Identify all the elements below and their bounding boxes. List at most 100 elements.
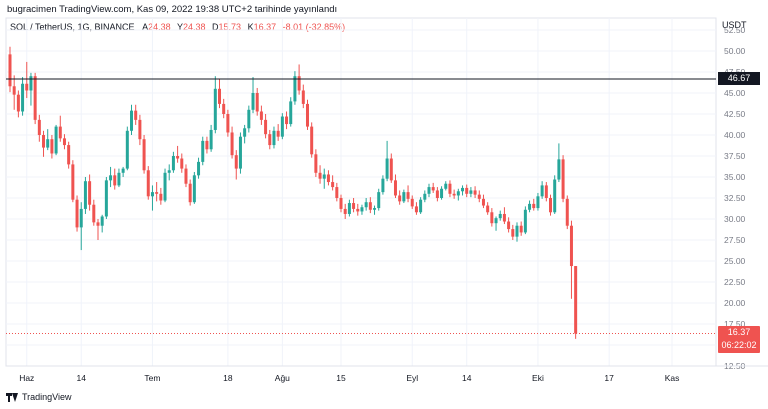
candle-body (201, 140, 205, 162)
candle (230, 126, 234, 159)
x-tick-label: 15 (336, 373, 346, 383)
low-label: D (212, 22, 219, 32)
candle-body (117, 172, 121, 186)
candle (347, 199, 351, 217)
candle-body (54, 126, 58, 154)
high-value: 24.38 (182, 22, 206, 32)
publish-caption: bugracimen TradingView.com, Kas 09, 2022… (7, 4, 338, 15)
candle (8, 46, 12, 93)
candle (553, 175, 557, 214)
x-tick-label: Ağu (275, 373, 290, 383)
candle (130, 104, 134, 135)
x-tick-label: Tem (144, 373, 160, 383)
candle (100, 214, 104, 233)
candle (448, 180, 452, 198)
candle-body (368, 202, 372, 210)
candle-body (364, 202, 368, 208)
y-tick-label: 27.50 (724, 235, 746, 245)
candle-body (12, 86, 16, 95)
candle-body (21, 83, 25, 112)
candle (75, 195, 79, 232)
candle (96, 219, 100, 240)
candle (326, 170, 330, 186)
candle-body (352, 203, 356, 209)
candle (83, 177, 87, 214)
candle-body (481, 198, 485, 206)
candle-body (406, 192, 410, 199)
candle-body (159, 193, 163, 201)
candle (469, 187, 473, 198)
candle-body (448, 183, 452, 194)
candle-body (264, 119, 268, 135)
candle (540, 181, 544, 199)
candle-body (184, 168, 188, 184)
candle-body (511, 229, 515, 237)
candle (285, 111, 289, 130)
candle (410, 195, 414, 209)
candle (440, 186, 444, 200)
candle (213, 76, 217, 134)
candle (343, 203, 347, 219)
candle (557, 143, 561, 183)
candle-body (16, 94, 20, 112)
candle (201, 136, 205, 166)
candle-body (423, 193, 427, 200)
candle-body (280, 116, 284, 137)
candle-body (247, 109, 251, 129)
candle-body (251, 93, 255, 110)
candle-body (293, 76, 297, 102)
candle-body (515, 225, 519, 237)
footer-brand[interactable]: TradingView (6, 392, 72, 402)
candle-body (29, 76, 33, 91)
candle-body (259, 111, 263, 120)
candle (54, 124, 58, 156)
candle (58, 115, 62, 142)
candle-body (255, 93, 259, 112)
candle (368, 197, 372, 214)
candle-body (444, 183, 448, 189)
candle-body (469, 190, 473, 194)
candle-body (62, 138, 66, 146)
candle-body (138, 119, 142, 140)
x-tick-label: 14 (76, 373, 86, 383)
x-tick-label: Eki (532, 373, 544, 383)
candle (419, 197, 423, 214)
candle-body (549, 198, 553, 213)
candle (155, 182, 159, 202)
candle (427, 183, 431, 198)
candle (373, 205, 377, 215)
y-tick-label: 20.00 (724, 298, 746, 308)
candle (209, 124, 213, 152)
candle-body (456, 191, 460, 196)
close-value: 16.37 (253, 22, 277, 32)
candle-body (171, 156, 175, 171)
candle (486, 202, 490, 215)
candle (176, 145, 180, 163)
candle (498, 210, 502, 221)
candle-body (42, 135, 46, 148)
candle (519, 221, 523, 236)
candle (142, 135, 146, 174)
candle (197, 157, 201, 179)
candle-body (557, 159, 561, 180)
candle-body (176, 156, 180, 159)
candle (67, 141, 71, 169)
candle (163, 168, 167, 203)
candle-body (322, 174, 326, 179)
candle (121, 166, 125, 177)
candle (456, 188, 460, 201)
candle (481, 194, 485, 209)
symbol-name[interactable]: SOL / TetherUS, 1G, BINANCE (10, 22, 135, 32)
candle-body (331, 182, 335, 188)
candle-body (226, 114, 230, 133)
y-tick-label: 32.50 (724, 193, 746, 203)
x-tick-label: 17 (604, 373, 614, 383)
candle-body (452, 193, 456, 196)
candle (192, 171, 196, 204)
candle-body (79, 208, 83, 228)
candle (331, 175, 335, 191)
candle (574, 266, 578, 339)
candle-body (188, 183, 192, 203)
candle (381, 175, 385, 195)
